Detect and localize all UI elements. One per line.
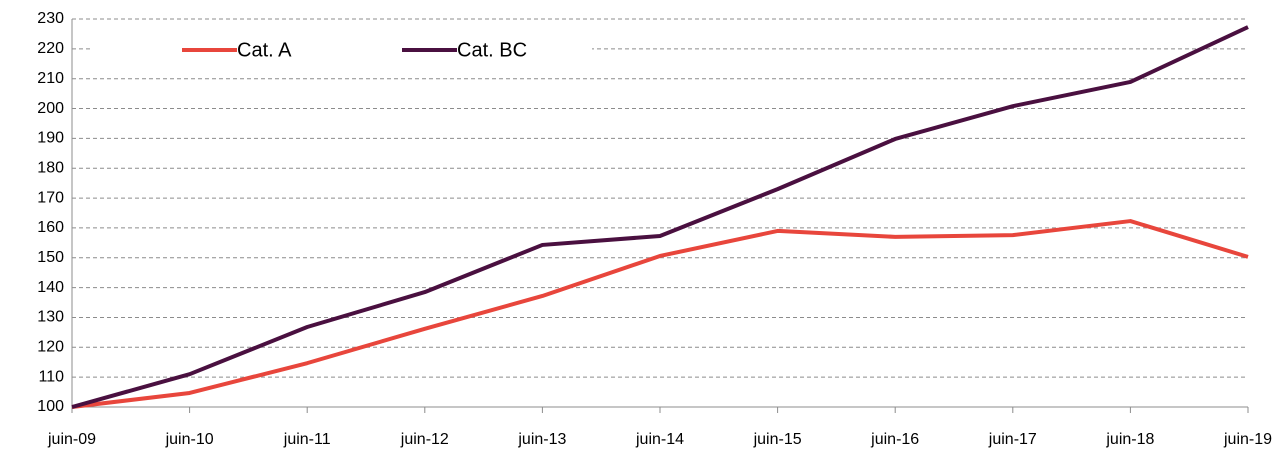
- x-tick-label: juin-10: [165, 431, 214, 448]
- x-tick-label: juin-19: [1223, 431, 1272, 448]
- x-tick-label: juin-18: [1105, 431, 1154, 448]
- legend-label: Cat. BC: [457, 39, 527, 61]
- y-tick-label: 230: [37, 10, 64, 27]
- y-tick-label: 170: [37, 189, 64, 206]
- y-tick-label: 110: [38, 368, 64, 385]
- y-tick-label: 150: [37, 249, 64, 266]
- legend-label: Cat. A: [237, 39, 292, 61]
- x-tick-label: juin-14: [635, 431, 684, 448]
- x-tick-label: juin-16: [870, 431, 919, 448]
- series-line: [71, 219, 1249, 409]
- x-tick-label: juin-12: [400, 431, 449, 448]
- y-tick-label: 160: [37, 219, 64, 236]
- y-tick-label: 120: [37, 339, 64, 356]
- y-tick-label: 220: [37, 40, 64, 57]
- x-tick-label: juin-13: [517, 431, 566, 448]
- x-tick-label: juin-11: [283, 431, 331, 448]
- y-tick-label: 100: [37, 398, 64, 415]
- y-tick-label: 140: [37, 279, 64, 296]
- x-tick-label: juin-09: [47, 431, 96, 448]
- y-tick-label: 210: [37, 70, 64, 87]
- y-tick-label: 190: [37, 130, 64, 147]
- x-tick-label: juin-15: [753, 431, 802, 448]
- series-line: [71, 25, 1249, 409]
- y-tick-label: 200: [37, 100, 64, 117]
- legend-background: [92, 35, 592, 65]
- y-tick-label: 130: [37, 309, 64, 326]
- y-tick-label: 180: [37, 159, 64, 176]
- x-tick-label: juin-17: [988, 431, 1037, 448]
